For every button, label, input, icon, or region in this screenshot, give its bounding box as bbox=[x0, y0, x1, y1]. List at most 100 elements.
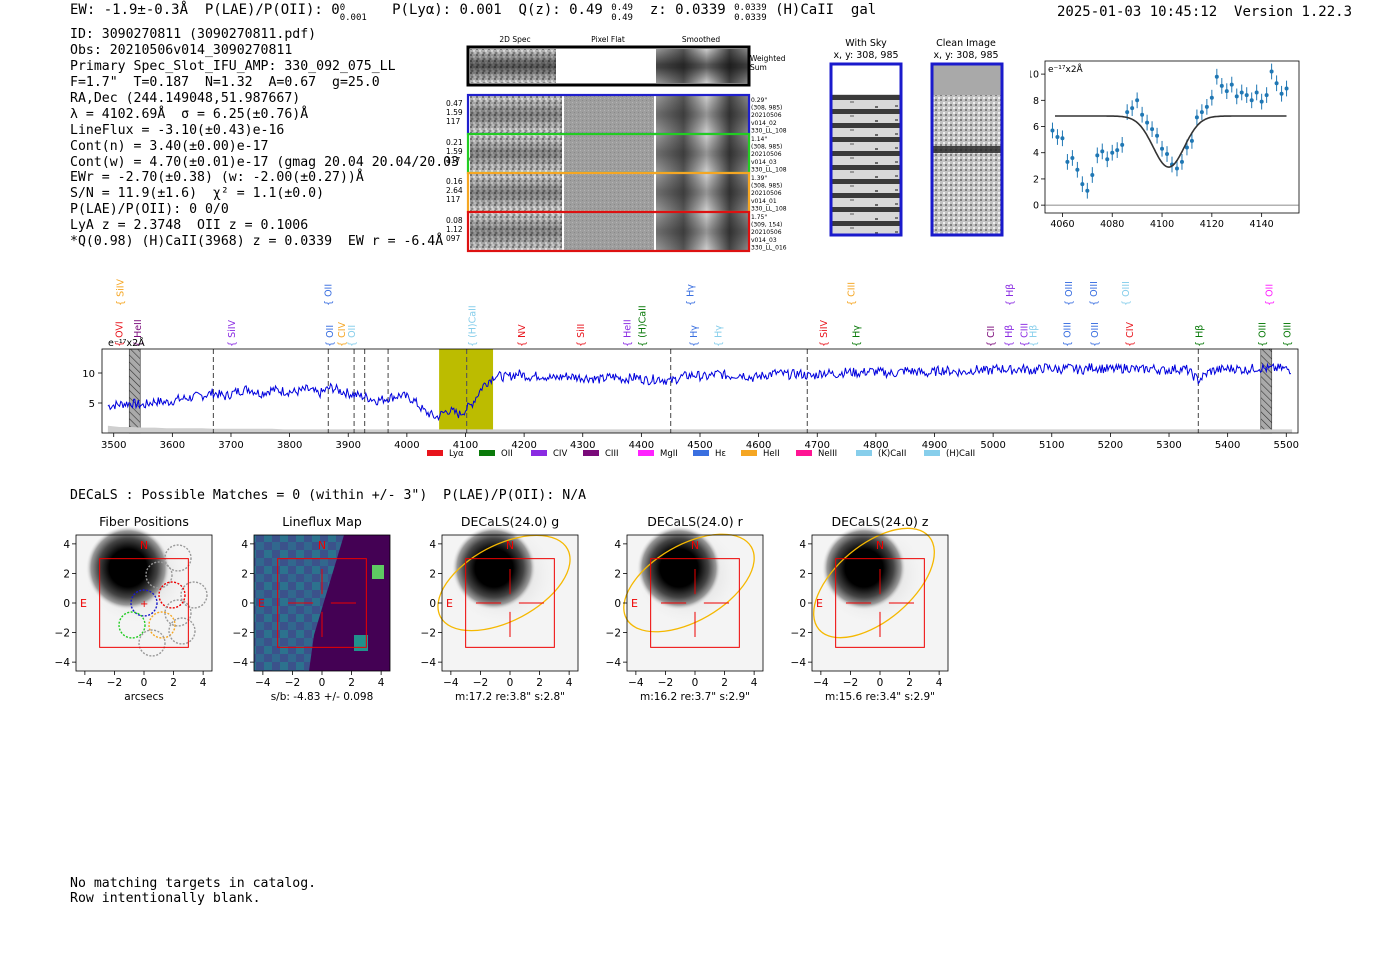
line-label-lower: { Hγ bbox=[689, 325, 700, 347]
svg-text:{ CIV: { CIV bbox=[1125, 322, 1136, 347]
col-title-pixel-flat: Pixel Flat bbox=[591, 35, 625, 44]
decals-xtick: −4 bbox=[443, 677, 459, 689]
fit-point bbox=[1110, 150, 1115, 155]
north-label: N bbox=[318, 539, 326, 552]
fit-point bbox=[1239, 90, 1244, 95]
search-box bbox=[650, 558, 740, 648]
decals-panel-caption: s/b: -4.83 +/- 0.098 bbox=[271, 691, 374, 703]
fit-point bbox=[1155, 133, 1160, 138]
svg-text:{ Hγ: { Hγ bbox=[714, 325, 725, 347]
east-label: E bbox=[446, 597, 453, 610]
decals-panel-title: Lineflux Map bbox=[282, 514, 362, 529]
cutout-right-label: (308, 985) bbox=[751, 183, 782, 190]
cutout-right-label: v014_02 bbox=[751, 120, 777, 127]
legend-swatch bbox=[796, 450, 812, 456]
spectrum-xtick: 5500 bbox=[1274, 440, 1299, 451]
line-label-lower: { SiIV bbox=[227, 319, 238, 347]
header-right: 2025-01-03 10:45:12 Version 1.22.3 bbox=[1057, 4, 1352, 20]
svg-text:{ Hβ: { Hβ bbox=[1194, 325, 1205, 347]
galaxy-blob bbox=[86, 526, 170, 610]
with-sky-coords: x, y: 308, 985 bbox=[833, 50, 898, 61]
z-sub: 0.0339 bbox=[734, 13, 767, 23]
decals-xtick: 0 bbox=[507, 677, 514, 689]
cutout-right-label: 330_LL_016 bbox=[751, 244, 787, 251]
line-label-upper: { OII bbox=[1265, 284, 1276, 306]
clean-image-coords: x, y: 308, 985 bbox=[933, 50, 998, 61]
galaxy-blob bbox=[822, 526, 906, 610]
north-label: N bbox=[140, 539, 148, 552]
line-label-lower: { OIII bbox=[1258, 322, 1269, 347]
legend-swatch bbox=[531, 450, 547, 456]
fiber-circle bbox=[145, 561, 173, 589]
cutout-left-label: 0.16 bbox=[446, 177, 463, 186]
qz-summary: Q(z): 0.49 bbox=[518, 2, 603, 18]
fit-point bbox=[1244, 93, 1249, 98]
line-label-upper: { Hγ bbox=[685, 284, 696, 306]
line-label-lower: { OIII bbox=[1090, 322, 1101, 347]
cutout-right-label: (308, 985) bbox=[751, 144, 782, 151]
decals-ytick: −2 bbox=[606, 628, 621, 640]
fiber-center-marker: + bbox=[140, 599, 148, 610]
decals-xtick: −2 bbox=[285, 677, 300, 689]
cutout-row-frame bbox=[466, 210, 751, 253]
fit-ytick: 2 bbox=[1033, 174, 1039, 185]
line-label-upper: { SiIV bbox=[116, 278, 127, 306]
decals-ytick: 4 bbox=[429, 539, 436, 551]
line-label-lower: { HeII bbox=[133, 319, 144, 347]
spectrum-ylabel: e⁻¹⁷x2Å bbox=[108, 337, 145, 349]
line-label-upper: { OIII bbox=[1089, 281, 1100, 306]
cutout-right-label: (308, 985) bbox=[751, 105, 782, 112]
fit-point bbox=[1065, 159, 1070, 164]
col-title-smoothed: Smoothed bbox=[682, 35, 721, 44]
decals-xtick: −2 bbox=[658, 677, 673, 689]
spectrum-line bbox=[107, 362, 1292, 422]
svg-text:{ Hβ: { Hβ bbox=[1004, 325, 1015, 347]
fit-point bbox=[1204, 104, 1209, 109]
ew-summary: EW: -1.9±-0.3Å P(LAE)/P(OII): 0 bbox=[70, 2, 340, 18]
summary-sup: 0 bbox=[339, 3, 346, 13]
line-fit-chart: e⁻¹⁷x2Å 4060 4080 4100 4120 4140 0 2 4 6 8 10 bbox=[1030, 60, 1300, 230]
cutout-left-label: 1.59 bbox=[446, 108, 463, 117]
svg-text:{ OIII: { OIII bbox=[1121, 281, 1132, 306]
legend-label: (H)CaII bbox=[946, 449, 975, 459]
decals-xtick: 2 bbox=[170, 677, 177, 689]
decals-xtick: −2 bbox=[473, 677, 488, 689]
decals-panels: Fiber Positions+NE−4−4−2−2002244arcsecsL… bbox=[55, 514, 949, 703]
decals-xtick: −2 bbox=[843, 677, 858, 689]
svg-text:{ OII: { OII bbox=[347, 325, 358, 347]
search-box bbox=[99, 558, 189, 648]
cutout-left-label: 1.12 bbox=[446, 225, 463, 234]
spectrum-xtick: 3600 bbox=[160, 440, 185, 451]
svg-text:{ HeII: { HeII bbox=[623, 319, 634, 347]
spectrum-xtick: 3500 bbox=[101, 440, 126, 451]
spectrum-xtick: 3800 bbox=[277, 440, 302, 451]
weighted-label: Weighted bbox=[750, 54, 786, 63]
line-label-lower: { SiIV bbox=[819, 319, 830, 347]
info-line: F=1.7" T=0.187 N=1.32 A=0.67 g=25.0 bbox=[70, 74, 380, 90]
spectrum-xtick: 4200 bbox=[511, 440, 536, 451]
legend-label: NeIII bbox=[818, 449, 837, 459]
spectrum-xtick: 5000 bbox=[980, 440, 1005, 451]
info-line: EWr = -2.70(±0.38) (w: -2.00(±0.27))Å bbox=[70, 170, 364, 186]
decals-xtick: −4 bbox=[628, 677, 644, 689]
fit-point bbox=[1194, 115, 1199, 120]
decals-ytick: 2 bbox=[614, 568, 621, 580]
east-label: E bbox=[816, 597, 823, 610]
legend-label: CIII bbox=[605, 449, 618, 459]
info-line: Cont(w) = 4.70(±0.01)e-17 (gmag 20.04 20… bbox=[70, 154, 483, 170]
fiber-circle bbox=[158, 581, 186, 609]
fit-xtick: 4100 bbox=[1150, 219, 1174, 230]
legend-swatch bbox=[856, 450, 872, 456]
svg-text:{ Hγ: { Hγ bbox=[689, 325, 700, 347]
footer-line-2: Row intentionally blank. bbox=[70, 891, 261, 907]
decals-ytick: 0 bbox=[614, 598, 621, 610]
header-summary: EW: -1.9±-0.3Å P(LAE)/P(OII): 0 0 0.001 P(… bbox=[70, 2, 876, 23]
cutout-left-label: 0.21 bbox=[446, 138, 463, 147]
info-line: P(LAE)/P(OII): 0 0/0 bbox=[70, 202, 229, 218]
line-label-lower: { Hβ bbox=[1194, 325, 1205, 347]
info-line: λ = 4102.69Å σ = 6.25(±0.76)Å bbox=[70, 106, 309, 122]
with-sky-title: With Sky bbox=[845, 38, 887, 49]
legend-label: OII bbox=[501, 449, 513, 459]
